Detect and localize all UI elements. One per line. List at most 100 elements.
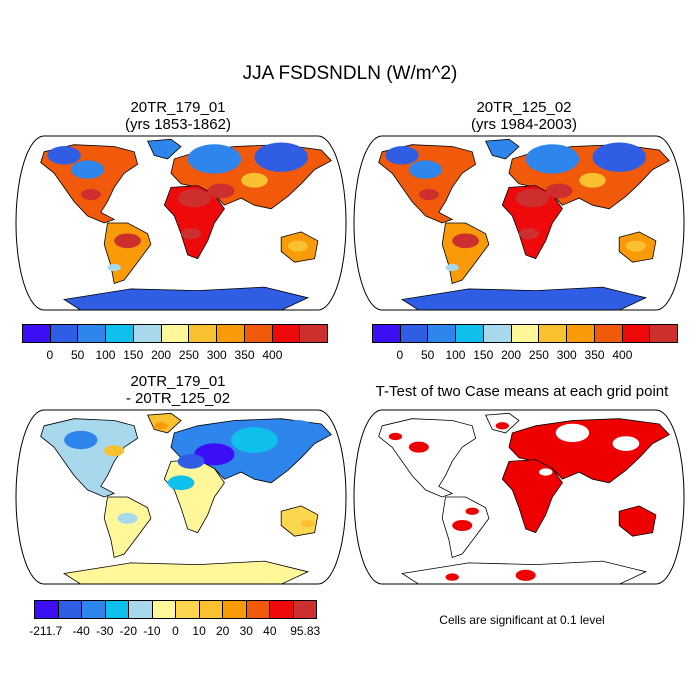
field-patch (525, 144, 580, 174)
colorbar-tick-label: 30 (239, 624, 253, 638)
colorbar-swatch (270, 601, 294, 618)
panel2-subtitle: (yrs 1984-2003) (471, 116, 577, 133)
land-greenland (484, 138, 520, 160)
field-patch (418, 189, 439, 201)
colorbar-tick-label: 50 (420, 348, 435, 362)
field-patch (207, 183, 235, 199)
colorbar-swatch (105, 601, 129, 618)
map-border (15, 135, 347, 311)
field-patch (281, 420, 315, 439)
colorbar-swatch (428, 325, 457, 342)
field-patch (70, 160, 105, 179)
field-patch (254, 142, 308, 172)
field-patch (114, 233, 141, 249)
colorbar-swatch (152, 601, 176, 618)
colorbar-swatch (58, 601, 82, 618)
colorbar-swatch (539, 325, 568, 342)
field-patch (231, 427, 278, 453)
panel4-map (353, 409, 685, 585)
panel3-title-block: 20TR_179_01 - 20TR_125_02 (28, 373, 328, 407)
panel2-title: 20TR_125_02 (476, 99, 572, 116)
colorbar-tick-label: -10 (143, 624, 161, 638)
field-patch (579, 172, 606, 188)
colorbar-swatch (161, 325, 190, 342)
colorbar-tick-label: 300 (206, 348, 227, 362)
field-patch (47, 146, 81, 165)
panel2-map (353, 135, 685, 311)
field-patch (408, 160, 443, 179)
colorbar-tick-label: 40 (263, 624, 277, 638)
colorbar-tick-label: 100 (445, 348, 466, 362)
field-patch (385, 146, 419, 165)
land-antarctica (400, 286, 648, 310)
land-northAmerica (378, 418, 477, 498)
colorbar-swatch (650, 325, 678, 342)
field-patch (388, 432, 403, 441)
field-patch (80, 189, 101, 201)
colorbar-tick-label: 150 (123, 348, 144, 362)
colorbar-tick-label: -40 (72, 624, 90, 638)
colorbar-tick-label: -211.7 (29, 624, 63, 638)
colorbar-swatch (176, 601, 200, 618)
colorbar-swatch (293, 601, 316, 618)
colorbar-tick-label: -20 (119, 624, 137, 638)
panel3-colorbar (34, 600, 317, 619)
field-patch (519, 228, 540, 240)
colorbar-tick-label: 10 (192, 624, 206, 638)
colorbar-swatch (373, 325, 401, 342)
panel1-map (15, 135, 347, 311)
colorbar-tick-label: 100 (95, 348, 116, 362)
land-northAmerica (40, 418, 139, 498)
panel2-colorbar-ticks: 0 50 100 150 200 250 300 350 400 (372, 348, 678, 364)
colorbar-swatch (223, 601, 247, 618)
land-antarctica (62, 560, 310, 584)
field-patch (167, 475, 195, 491)
colorbar-swatch (594, 325, 623, 342)
field-patch (539, 468, 553, 476)
colorbar-tick-label: 20 (215, 624, 230, 638)
panel3-map (15, 409, 347, 585)
colorbar-swatch (300, 325, 328, 342)
colorbar-swatch (511, 325, 540, 342)
panel1-colorbar-ticks: 0 50 100 150 200 250 300 350 400 (22, 348, 328, 364)
colorbar-tick-label: 350 (584, 348, 605, 362)
figure-title: JJA FSDSNDLN (W/m^2) (242, 63, 458, 84)
colorbar-swatch (217, 325, 245, 342)
colorbar-tick-label: 95.83 (290, 624, 321, 638)
colorbar-swatch (483, 325, 512, 342)
field-patch (625, 240, 646, 252)
panel1-title-block: 20TR_179_01 (yrs 1853-1862) (28, 99, 328, 133)
colorbar-tick-label: 250 (528, 348, 549, 362)
map-border (15, 409, 347, 585)
panel1-subtitle: (yrs 1853-1862) (125, 116, 231, 133)
colorbar-tick-label: 250 (178, 348, 199, 362)
colorbar-swatch (244, 325, 273, 342)
land-southAmerica (103, 222, 152, 285)
field-patch (194, 443, 235, 466)
colorbar-tick-label: 50 (70, 348, 85, 362)
field-patch (452, 519, 473, 531)
colorbar-swatch (129, 601, 153, 618)
colorbar-swatch (78, 325, 107, 342)
field-patch (117, 512, 138, 524)
field-patch (515, 569, 536, 581)
field-patch (107, 263, 121, 272)
panel4-title: T-Test of two Case means at each grid po… (375, 383, 669, 400)
field-patch (187, 144, 242, 174)
land-southAmerica (441, 222, 490, 285)
colorbar-tick-label: 200 (151, 348, 172, 362)
land-southAmerica (103, 496, 152, 559)
colorbar-tick-label: 150 (473, 348, 494, 362)
land-greenland (146, 138, 182, 160)
colorbar-swatch (106, 325, 134, 342)
colorbar-tick-label: 0 (396, 348, 404, 362)
field-patch (154, 422, 168, 430)
field-patch (408, 441, 429, 453)
map-border (353, 135, 685, 311)
land-antarctica (62, 286, 310, 310)
field-patch (64, 430, 98, 450)
colorbar-tick-label: 400 (262, 348, 283, 362)
field-patch (515, 188, 550, 208)
colorbar-tick-label: 350 (234, 348, 255, 362)
colorbar-swatch (50, 325, 79, 342)
